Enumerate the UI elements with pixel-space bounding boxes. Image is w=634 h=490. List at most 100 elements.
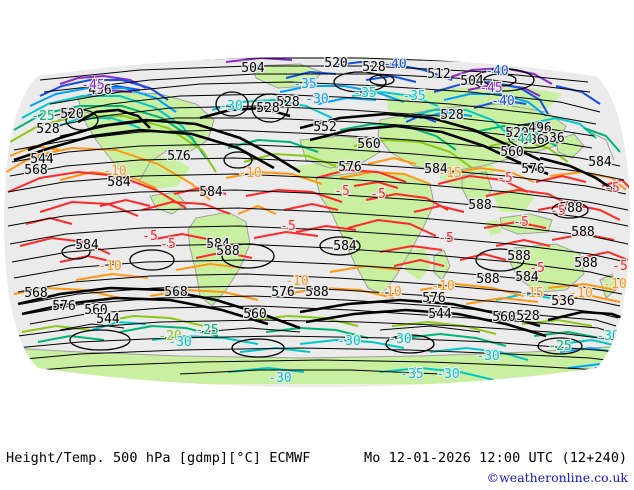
height-contour-label: 568 — [164, 285, 187, 300]
height-contour-label: 584 — [199, 185, 223, 200]
height-contours-closed-lows — [61, 68, 589, 358]
height-contour-label: 588 — [559, 201, 582, 216]
temperature-contour-label: -15 — [438, 166, 461, 181]
height-contour-label: 560 — [500, 145, 523, 160]
map-canvas[interactable]: 496 528 520 544 568 504 520 528 528 528 552 560 576 5… — [0, 0, 634, 420]
temperature-contour-label: -40 — [491, 94, 514, 109]
temperature-contour-label: -40 — [485, 64, 508, 79]
height-contours-thick — [13, 106, 629, 338]
temperature-contour-label: -40 — [383, 57, 406, 72]
height-contour-label: 588 — [574, 256, 597, 271]
temperature-contour-label: -20 — [158, 329, 181, 344]
height-contour-label: 536 — [541, 131, 564, 146]
height-contour-label: 528 — [440, 108, 463, 123]
height-contour-label: 568 — [24, 163, 47, 178]
isotherm-minus10-minus15 — [5, 144, 627, 305]
temperature-contour-label: -44 — [509, 132, 533, 147]
height-contour-label: 584 — [75, 238, 99, 253]
height-contour-label: 560 — [84, 303, 107, 318]
temperature-contour-label: -5 — [513, 215, 529, 230]
height-contour-label: 544 — [428, 307, 452, 322]
height-contour-label: 576 — [338, 160, 361, 175]
height-contour-label: 496 — [88, 83, 111, 98]
temperature-contour-label: -30 — [388, 332, 411, 347]
temperature-contour-label: -35 — [400, 367, 423, 382]
height-contour-label: 576 — [521, 162, 544, 177]
height-contour-label: 588 — [305, 285, 328, 300]
temperature-contour-label: -30 — [168, 335, 191, 350]
height-contour-label: 528 — [516, 309, 539, 324]
height-contour-label: 560 — [243, 307, 266, 322]
height-contour-label: 552 — [313, 120, 336, 135]
height-contour-label: 560 — [357, 137, 380, 152]
temperature-contour-label: -5 — [497, 171, 513, 186]
temperature-contour-label: -5 — [334, 184, 350, 199]
height-contour-label: 496 — [528, 121, 551, 136]
height-contour-label: 584 — [206, 237, 230, 252]
height-contour-label: 536 — [551, 294, 574, 309]
copyright-credit[interactable]: ©weatheronline.co.uk — [486, 470, 628, 485]
temperature-contour-label: -30 — [219, 99, 242, 114]
height-contour-label: 588 — [216, 244, 239, 259]
height-contour-label: 560 — [492, 310, 515, 325]
temperature-contour-label: -10 — [103, 164, 126, 179]
temperature-contour-label: -35 — [402, 89, 425, 104]
height-contour-label: 576 — [422, 291, 445, 306]
temperature-contour-label: -10 — [238, 166, 261, 181]
temperature-contour-label: -25 — [195, 323, 218, 338]
height-contour-label: 536 — [521, 133, 544, 148]
temperature-contour-label: -10 — [603, 277, 626, 292]
temperature-contour-label: -45 — [81, 78, 104, 93]
temperature-contour-label: -5 — [142, 229, 158, 244]
height-contour-label: 588 — [571, 225, 594, 240]
height-contour-label: 584 — [333, 239, 357, 254]
height-contour-label: 576 — [52, 299, 75, 314]
height-contour-label: 584 — [588, 155, 612, 170]
temperature-contour-label: -30 — [268, 371, 291, 386]
temperature-contour-label: -30 — [476, 349, 499, 364]
temperature-contour-label: -5 — [370, 187, 386, 202]
height-contour-label: 576 — [167, 149, 190, 164]
height-contour-label: 528 — [276, 95, 299, 110]
temperature-contour-label: -10 — [378, 285, 401, 300]
height-contour-label: 568 — [24, 286, 47, 301]
temperature-contour-label: -30 — [337, 334, 360, 349]
height-contour-label: 544 — [30, 152, 54, 167]
height-contour-label: 520 — [60, 107, 83, 122]
temperature-contour-label: -45 — [479, 81, 502, 96]
temperature-contour-label: -10 — [98, 259, 121, 274]
height-contour-label: 588 — [507, 249, 530, 264]
height-contour-label: 588 — [468, 198, 491, 213]
height-contour-label: 528 — [256, 101, 279, 116]
temperature-contour-label: -25 — [548, 339, 571, 354]
temperature-contour-label: -5 — [529, 261, 545, 276]
height-contour-label: 584 — [515, 270, 539, 285]
height-contour-label: 520 — [324, 56, 347, 71]
temperature-contour-label: -30 — [436, 367, 459, 382]
temperature-contour-label: -15 — [520, 286, 543, 301]
height-contour-label: 576 — [271, 285, 294, 300]
temperature-contour-label: -5 — [550, 204, 566, 219]
temperature-contour-label: -30 — [305, 92, 328, 107]
temperature-contour-label: -25 — [31, 109, 54, 124]
valid-time-label: Mo 12-01-2026 12:00 UTC (12+240) — [364, 450, 628, 466]
temperature-contour-label: -10 — [431, 279, 454, 294]
temperature-contour-label: -5 — [280, 219, 296, 234]
product-title: Height/Temp. 500 hPa [gdmp][°C] ECMWF — [6, 450, 311, 466]
height-contour-label: 584 — [107, 175, 131, 190]
temperature-contour-label: -5 — [604, 181, 620, 196]
temperature-contour-label: -5 — [438, 231, 454, 246]
height-contour-label: 512 — [427, 67, 450, 82]
height-contour-label: 520 — [505, 126, 528, 141]
temperature-contour-label: -10 — [569, 286, 592, 301]
height-contour-label: 504 — [460, 74, 484, 89]
height-contours-thin — [7, 57, 629, 375]
height-contour-label: 528 — [36, 122, 59, 137]
temperature-contour-label: -10 — [285, 274, 308, 289]
height-contour-label: 584 — [424, 162, 448, 177]
map-footer: Height/Temp. 500 hPa [gdmp][°C] ECMWF Mo… — [0, 420, 634, 490]
